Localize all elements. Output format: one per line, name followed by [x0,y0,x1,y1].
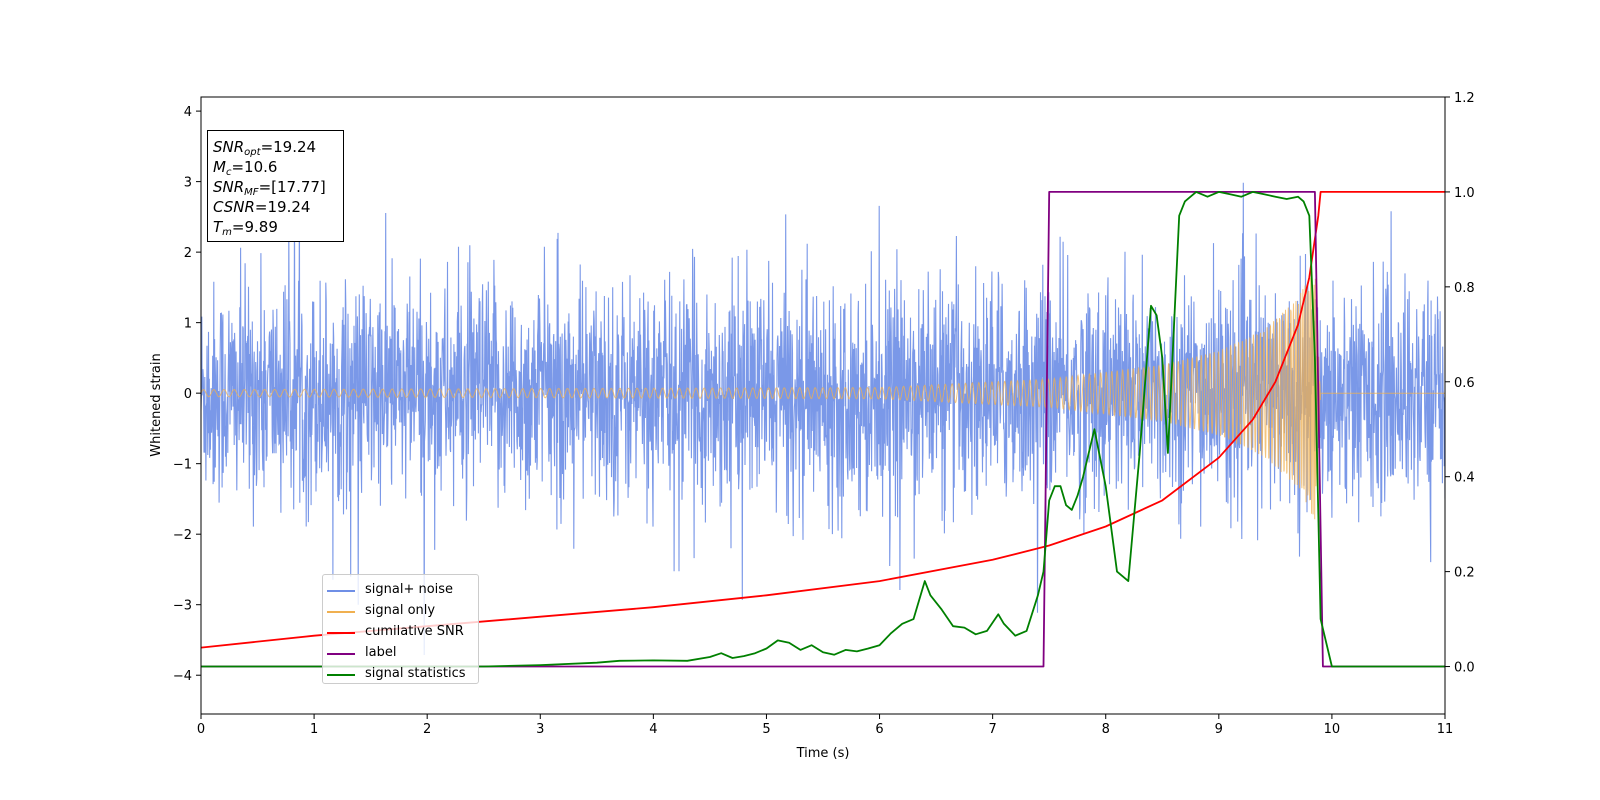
legend-label-cumulative-snr: cumilative SNR [365,624,464,639]
x-tick-label: 9 [1215,722,1223,737]
x-tick-label: 11 [1437,722,1454,737]
legend-item-signal-statistics: signal statistics [323,665,478,685]
y-left-tick-label: 0 [184,387,192,402]
x-tick-label: 5 [762,722,770,737]
x-tick-label: 1 [310,722,318,737]
snr-opt-value: 19.24 [273,138,317,156]
legend-label-signal-statistics: signal statistics [365,666,466,681]
y-left-tick-label: 3 [184,176,192,191]
chirp-mass-line: Mc=10.6 [213,158,278,178]
y-axis-label: Whitened strain [149,353,164,456]
csnr-line: CSNR=19.24 [213,198,311,216]
legend-label-signal-only: signal only [365,603,436,618]
y-right-tick-label: 0.8 [1454,281,1475,296]
tm-value: 9.89 [244,218,278,236]
series-signal-noise [201,182,1445,656]
legend-label-signal-noise: signal+ noise [365,582,454,597]
y-right-tick-label: 1.2 [1454,91,1475,106]
snr-mf-value: [17.77] [271,178,326,196]
legend-item-cumulative-snr: cumilative SNR [323,623,478,643]
legend-item-signal-noise: signal+ noise [323,581,478,601]
csnr-value: 19.24 [267,198,311,216]
y-right-tick-label: 1.0 [1454,186,1475,201]
chart-legend: signal+ noise signal only cumilative SNR… [322,574,479,684]
y-right-tick-label: 0.6 [1454,376,1475,391]
y-left-tick-label: −2 [173,528,192,543]
stats-annotation-box: SNRopt=19.24 Mc=10.6 SNRMF=[17.77] CSNR=… [207,130,344,242]
y-left-tick-label: 4 [184,105,192,120]
legend-swatch-cumulative-snr [327,632,355,634]
legend-item-signal-only: signal only [323,602,478,622]
x-tick-label: 10 [1324,722,1341,737]
x-tick-label: 3 [536,722,544,737]
snr-opt-line: SNRopt=19.24 [213,138,317,158]
series-signal-statistics [201,191,1445,668]
y-left-tick-label: 2 [184,246,192,261]
legend-swatch-signal-statistics [327,674,355,676]
chirp-mass-value: 10.6 [244,158,278,176]
y-right-tick-label: 0.4 [1454,471,1475,486]
y-right-tick-label: 0.2 [1454,566,1475,581]
legend-label-label: label [365,645,397,660]
y-left-tick-label: −1 [173,458,192,473]
legend-swatch-label [327,653,355,655]
y-left-tick-label: −3 [173,599,192,614]
snr-mf-line: SNRMF=[17.77] [213,178,326,198]
x-tick-label: 8 [1102,722,1110,737]
tm-line: Tm=9.89 [213,218,278,238]
x-tick-label: 7 [988,722,996,737]
x-axis-label: Time (s) [796,746,850,761]
series-signal-only [201,277,1445,520]
y-left-tick-label: −4 [173,669,192,684]
x-tick-label: 0 [197,722,205,737]
series-cumulative-snr [201,191,1445,649]
x-tick-label: 4 [649,722,657,737]
legend-swatch-signal-noise [327,590,355,592]
legend-item-label: label [323,644,478,664]
legend-swatch-signal-only [327,611,355,613]
x-tick-label: 2 [423,722,431,737]
x-tick-label: 6 [875,722,883,737]
plot-frame [200,96,1446,715]
y-left-tick-label: 1 [184,317,192,332]
y-right-tick-label: 0.0 [1454,661,1475,676]
